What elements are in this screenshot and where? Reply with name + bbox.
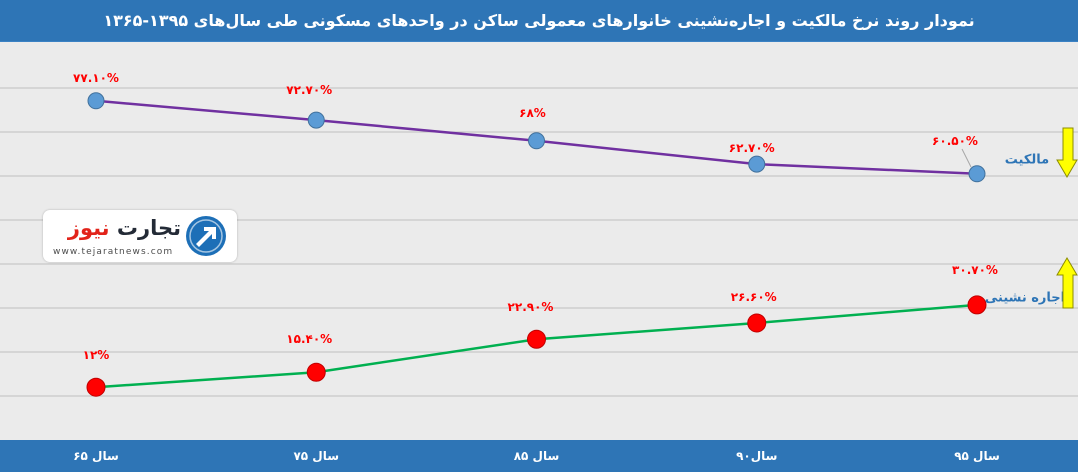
data-label-layer: ۷۷.۱۰% ۷۲.۷۰% ۶۸% ۶۲.۷۰% ۶۰.۵۰% ۱۲% ۱۵.۴۰% ۲۲.۹… [73,71,998,362]
x-axis-bar: سال ۶۵ سال ۷۵ سال ۸۵ سال۹۰ سال ۹۵ [0,440,1078,472]
data-label: ۱۲% [83,348,110,362]
data-point [528,132,545,150]
data-point [86,377,106,397]
data-point [747,313,767,333]
data-label: ۷۲.۷۰% [286,83,332,97]
arrow-up-icon [1056,257,1078,309]
series-label-ownership: مالکیت [1005,153,1049,168]
data-label: ۳۰.۷۰% [952,263,998,277]
data-point [967,295,987,315]
logo-brand-part1: تجارت [116,216,181,240]
data-label: ۷۷.۱۰% [73,71,119,85]
data-label: ۱۵.۴۰% [286,332,332,346]
logo-website: www.tejaratnews.com [53,247,174,257]
logo-brand-part2: نیوز [67,216,110,240]
chart-title: نمودار روند نرخ مالکیت و اجاره‌نشینی خان… [103,11,975,30]
data-point [527,329,546,349]
data-point [968,165,986,183]
data-label: ۲۲.۹۰% [508,300,554,314]
data-label-leader-line [961,148,972,168]
arrow-down-icon [1056,127,1078,178]
tejaratnews-logo-icon [186,216,226,256]
data-point [748,155,766,173]
series-label-rent: اجاره نشینی [985,291,1065,306]
data-point [306,362,326,382]
data-label: ۶۰.۵۰% [932,134,978,148]
x-axis-tick-label: سال ۸۵ [513,449,560,463]
data-point [87,92,105,110]
data-point [307,111,325,129]
data-point-layer [86,92,987,397]
x-axis-tick-label: سال ۶۵ [73,449,119,463]
tejaratnews-logo: تجارت نیوز www.tejaratnews.com [43,210,237,262]
data-label: ۲۶.۶۰% [731,290,777,304]
x-axis-tick-label: سال ۹۵ [954,449,1000,463]
logo-brand-text: تجارت نیوز [68,212,181,244]
plot-area: ۷۷.۱۰% ۷۲.۷۰% ۶۸% ۶۲.۷۰% ۶۰.۵۰% ۱۲% ۱۵.۴۰% ۲۲.۹… [0,71,1078,397]
data-label: ۶۲.۷۰% [729,141,775,155]
x-axis-tick-label: سال ۷۵ [293,449,340,463]
x-axis-tick-label: سال۹۰ [736,449,778,463]
data-label: ۶۸% [519,106,546,120]
title-bar: نمودار روند نرخ مالکیت و اجاره‌نشینی خان… [0,0,1078,42]
